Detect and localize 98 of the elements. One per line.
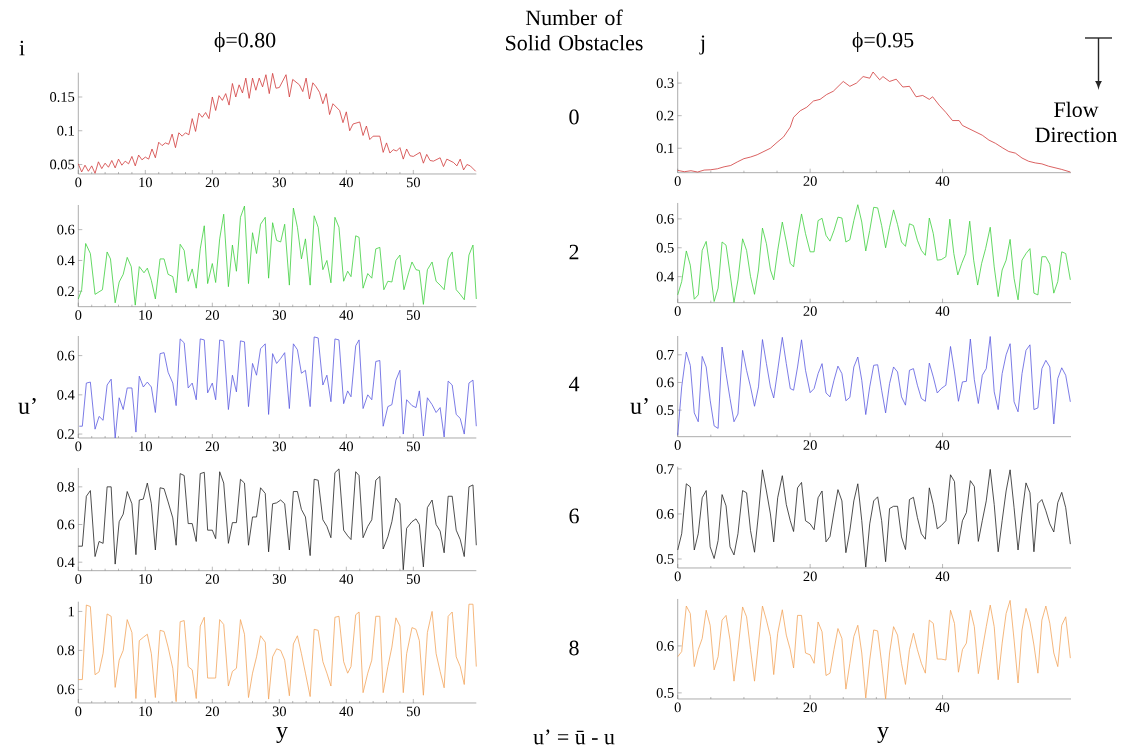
y-tick-label: 0.3 <box>656 78 674 88</box>
line-series <box>77 468 477 571</box>
y-tick-label: 0.5 <box>656 687 674 698</box>
text: 6 <box>569 508 579 524</box>
x-tick-label: 0 <box>674 702 681 713</box>
x-tick-label: 40 <box>339 441 353 452</box>
x-tick-label: 50 <box>406 706 420 717</box>
x-tick-label: 10 <box>139 441 152 452</box>
y-tick-label: 0.6 <box>656 641 674 651</box>
y-tick-label: 0.6 <box>57 224 75 235</box>
x-tick-label: 20 <box>803 440 817 450</box>
x-tick-label: 0 <box>75 310 82 320</box>
x-tick-label: 0 <box>75 574 82 584</box>
x-tick-label: 0 <box>75 177 82 188</box>
x-tick-label: 50 <box>406 177 420 188</box>
x-tick-label: 40 <box>935 571 950 582</box>
x-tick-label: 20 <box>803 176 817 186</box>
y-axis-title: u’ <box>630 397 648 415</box>
text: Number of Solid Obstacles <box>506 9 643 51</box>
y-tick-label: 0.1 <box>57 125 74 136</box>
x-tick-label: 0 <box>674 571 681 582</box>
y-tick-label: 0.6 <box>656 213 674 224</box>
y-tick-label: 0.1 <box>656 143 674 154</box>
x-tick-label: 0 <box>674 176 681 186</box>
y-tick-label: 0.6 <box>57 350 75 361</box>
line-series <box>77 72 477 174</box>
x-tick-label: 30 <box>272 441 286 452</box>
x-tick-label: 40 <box>935 306 950 316</box>
x-tick-label: 40 <box>935 702 950 713</box>
text: 4 <box>568 376 580 392</box>
y-tick-label: 0.2 <box>656 110 674 121</box>
y-tick-label: 0.7 <box>656 349 674 360</box>
x-tick-label: 20 <box>205 310 219 320</box>
x-tick-label: 10 <box>139 177 152 188</box>
y-tick-label: 0.6 <box>57 519 75 530</box>
line-series <box>78 336 477 439</box>
x-tick-label: 10 <box>139 574 152 584</box>
y-tick-label: 0.6 <box>57 684 75 695</box>
x-tick-label: 10 <box>139 310 152 320</box>
x-tick-label: 20 <box>803 571 817 582</box>
line-series <box>677 468 1071 568</box>
y-tick-label: 0.15 <box>50 92 75 102</box>
y-tick-label: 0.8 <box>57 481 75 492</box>
y-tick-label: 0.5 <box>656 405 674 416</box>
x-tick-label: 20 <box>205 574 219 584</box>
x-axis-title: y <box>276 726 288 744</box>
x-tick-label: 0 <box>75 441 82 452</box>
y-tick-label: 1 <box>68 606 74 617</box>
line-series <box>677 336 1071 436</box>
x-tick-label: 30 <box>272 310 286 320</box>
text: j <box>699 35 705 55</box>
x-tick-label: 50 <box>406 574 420 584</box>
x-tick-label: 40 <box>339 177 353 188</box>
x-tick-label: 40 <box>339 310 353 320</box>
y-tick-label: 0.2 <box>57 429 74 439</box>
x-tick-label: 30 <box>272 706 286 717</box>
x-tick-label: 30 <box>272 177 286 188</box>
x-tick-label: 0 <box>75 706 82 717</box>
x-tick-label: 40 <box>339 574 353 584</box>
x-axis-title: y <box>877 726 889 744</box>
x-tick-label: 50 <box>406 310 420 320</box>
text: 8 <box>569 640 579 656</box>
x-tick-label: 0 <box>674 306 681 316</box>
annotation: Flow Direction <box>1035 101 1118 143</box>
text: i <box>19 40 25 56</box>
y-tick-label: 0.4 <box>656 271 674 282</box>
x-tick-label: 40 <box>935 176 950 186</box>
x-tick-label: 50 <box>406 441 420 452</box>
x-tick-label: 40 <box>935 440 950 450</box>
x-tick-label: 0 <box>674 440 681 450</box>
x-tick-label: 40 <box>339 706 353 717</box>
x-tick-label: 10 <box>139 706 152 717</box>
text: 0 <box>569 109 579 125</box>
y-tick-label: 0.7 <box>656 464 674 474</box>
text: u’ = ū - u <box>533 729 615 745</box>
line-series <box>677 204 1071 303</box>
y-tick-label: 0.8 <box>57 645 75 656</box>
text: 2 <box>569 244 579 260</box>
line-series <box>677 599 1071 700</box>
x-tick-label: 20 <box>803 306 817 316</box>
chart-title: ϕ=0.95 <box>852 32 914 52</box>
y-tick-label: 0.05 <box>50 159 75 170</box>
y-tick-label: 0.5 <box>656 242 674 253</box>
y-tick-label: 0.4 <box>57 557 75 568</box>
x-tick-label: 20 <box>205 441 219 452</box>
y-tick-label: 0.4 <box>57 389 75 400</box>
y-tick-label: 0.4 <box>57 255 75 266</box>
x-tick-label: 30 <box>272 574 286 584</box>
y-tick-label: 0.2 <box>57 286 74 297</box>
line-series <box>77 205 477 306</box>
x-tick-label: 20 <box>205 177 219 188</box>
x-tick-label: 20 <box>205 706 219 717</box>
chart-title: ϕ=0.80 <box>214 32 276 52</box>
x-tick-label: 20 <box>803 702 817 713</box>
y-tick-label: 0.6 <box>656 377 674 388</box>
y-tick-label: 0.6 <box>656 509 674 519</box>
y-tick-label: 0.5 <box>656 554 674 564</box>
y-axis-title: u’ <box>18 397 36 415</box>
